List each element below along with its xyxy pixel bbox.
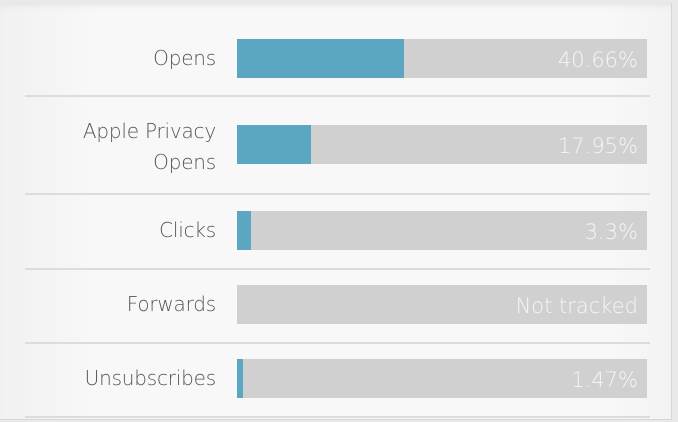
label-opens: Opens xyxy=(153,46,216,70)
label-forwards: Forwards xyxy=(126,292,216,316)
value-label-clicks: 3.3% xyxy=(584,220,638,244)
row-divider xyxy=(25,193,650,195)
row-divider xyxy=(25,95,650,97)
bar-track-opens: 40.66% xyxy=(237,39,647,78)
value-label-unsubscribes: 1.47% xyxy=(571,368,638,392)
bar-track-unsubscribes: 1.47% xyxy=(237,359,647,398)
value-label-forwards: Not tracked xyxy=(515,294,638,318)
row-divider xyxy=(25,268,650,270)
bar-track-clicks: 3.3% xyxy=(237,211,647,250)
stats-card: Opens 40.66% Apple Privacy Opens 17.95% Clic… xyxy=(0,3,672,420)
label-apple-privacy-opens: Apple Privacy Opens xyxy=(82,119,216,174)
bar-track-forwards: Not tracked xyxy=(237,285,647,324)
bar-fill-opens xyxy=(237,39,404,78)
value-label-opens: 40.66% xyxy=(557,48,638,72)
row-divider xyxy=(25,416,650,418)
bar-track-apple-privacy-opens: 17.95% xyxy=(237,125,647,164)
label-clicks: Clicks xyxy=(159,218,216,242)
row-divider xyxy=(25,342,650,344)
bar-fill-apple-privacy-opens xyxy=(237,125,311,164)
bar-fill-clicks xyxy=(237,211,251,250)
bar-fill-unsubscribes xyxy=(237,359,244,398)
label-unsubscribes: Unsubscribes xyxy=(84,366,217,390)
value-label-apple-privacy-opens: 17.95% xyxy=(557,134,638,158)
